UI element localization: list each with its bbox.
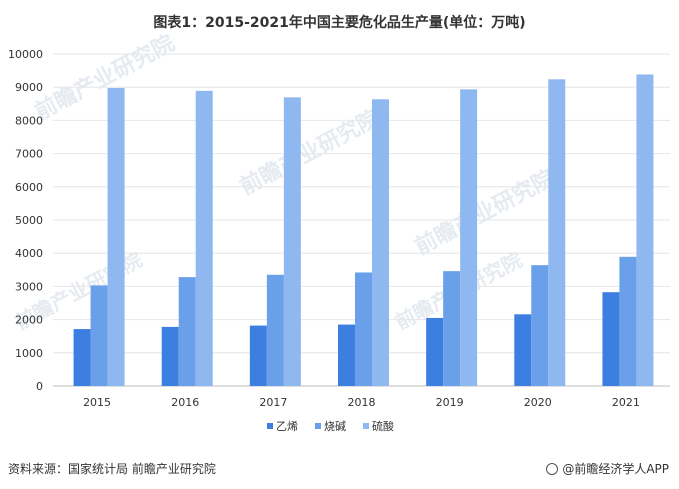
bar-烧碱-2016 (178, 277, 196, 386)
y-tick-label: 7000 (15, 148, 43, 161)
bar-烧碱-2017 (266, 274, 284, 386)
legend-label: 乙烯 (276, 420, 298, 433)
bar-硫酸-2019 (460, 89, 478, 386)
bar-乙烯-2016 (161, 326, 179, 386)
legend: 乙烯 烧碱 硫酸 (267, 419, 394, 433)
y-tick-label: 8000 (15, 114, 43, 127)
legend-swatch (267, 423, 273, 429)
bar-乙烯-2017 (249, 325, 267, 386)
y-axis-ticks: 0 1000 2000 3000 4000 5000 6000 7000 8000 9000 100… (8, 48, 43, 393)
y-tick-label: 9000 (15, 81, 43, 94)
chart-title: 图表1：2015-2021年中国主要危化品生产量(单位：万吨) (153, 15, 526, 31)
watermark-text: 前瞻产业研究院 (411, 165, 559, 260)
x-tick-label: 2021 (612, 396, 640, 409)
watermark-text: 前瞻产业研究院 (31, 30, 179, 125)
legend-swatch (315, 423, 321, 429)
bar-硫酸-2020 (548, 79, 566, 386)
y-tick-label: 2000 (15, 314, 43, 327)
y-tick-label: 6000 (15, 181, 43, 194)
bar-乙烯-2019 (426, 317, 444, 386)
legend-swatch (363, 423, 369, 429)
brand-logo-icon (546, 462, 559, 475)
x-tick-label: 2020 (524, 396, 552, 409)
bar-硫酸-2021 (636, 74, 654, 386)
bar-烧碱-2015 (90, 285, 108, 386)
footer: 资料来源：国家统计局 前瞻产业研究院 @前瞻经济学人APP (0, 460, 679, 480)
bar-硫酸-2016 (195, 90, 213, 387)
brand-text: @前瞻经济学人APP (562, 462, 669, 476)
bar-硫酸-2017 (283, 97, 301, 387)
bar-烧碱-2019 (443, 271, 461, 386)
bar-乙烯-2020 (514, 314, 532, 386)
bar-乙烯-2021 (602, 292, 620, 386)
watermark-text: 前瞻产业研究院 (236, 105, 384, 200)
brand-credit: @前瞻经济学人APP (546, 460, 669, 477)
x-tick-label: 2016 (171, 396, 199, 409)
bar-烧碱-2021 (619, 256, 637, 386)
x-tick-label: 2017 (259, 396, 287, 409)
bar-硫酸-2015 (107, 87, 125, 387)
bar-乙烯-2015 (73, 329, 91, 386)
y-tick-label: 0 (36, 380, 43, 393)
legend-label: 硫酸 (372, 419, 394, 433)
bars (73, 74, 654, 387)
source-note: 资料来源：国家统计局 前瞻产业研究院 (8, 462, 216, 476)
x-tick-label: 2015 (83, 396, 111, 409)
x-tick-label: 2019 (436, 396, 464, 409)
y-tick-label: 5000 (15, 214, 43, 227)
x-axis-ticks: 2015 2016 2017 2018 2019 2020 2021 (83, 396, 640, 409)
bar-烧碱-2020 (531, 265, 549, 386)
bar-乙烯-2018 (338, 324, 355, 386)
legend-label: 烧碱 (324, 420, 346, 433)
y-tick-label: 3000 (15, 280, 43, 293)
y-tick-label: 1000 (15, 347, 43, 360)
y-tick-label: 4000 (15, 247, 43, 260)
x-tick-label: 2018 (348, 396, 376, 409)
y-tick-label: 10000 (8, 48, 43, 61)
bar-烧碱-2018 (355, 272, 372, 386)
bar-硫酸-2018 (372, 99, 389, 387)
